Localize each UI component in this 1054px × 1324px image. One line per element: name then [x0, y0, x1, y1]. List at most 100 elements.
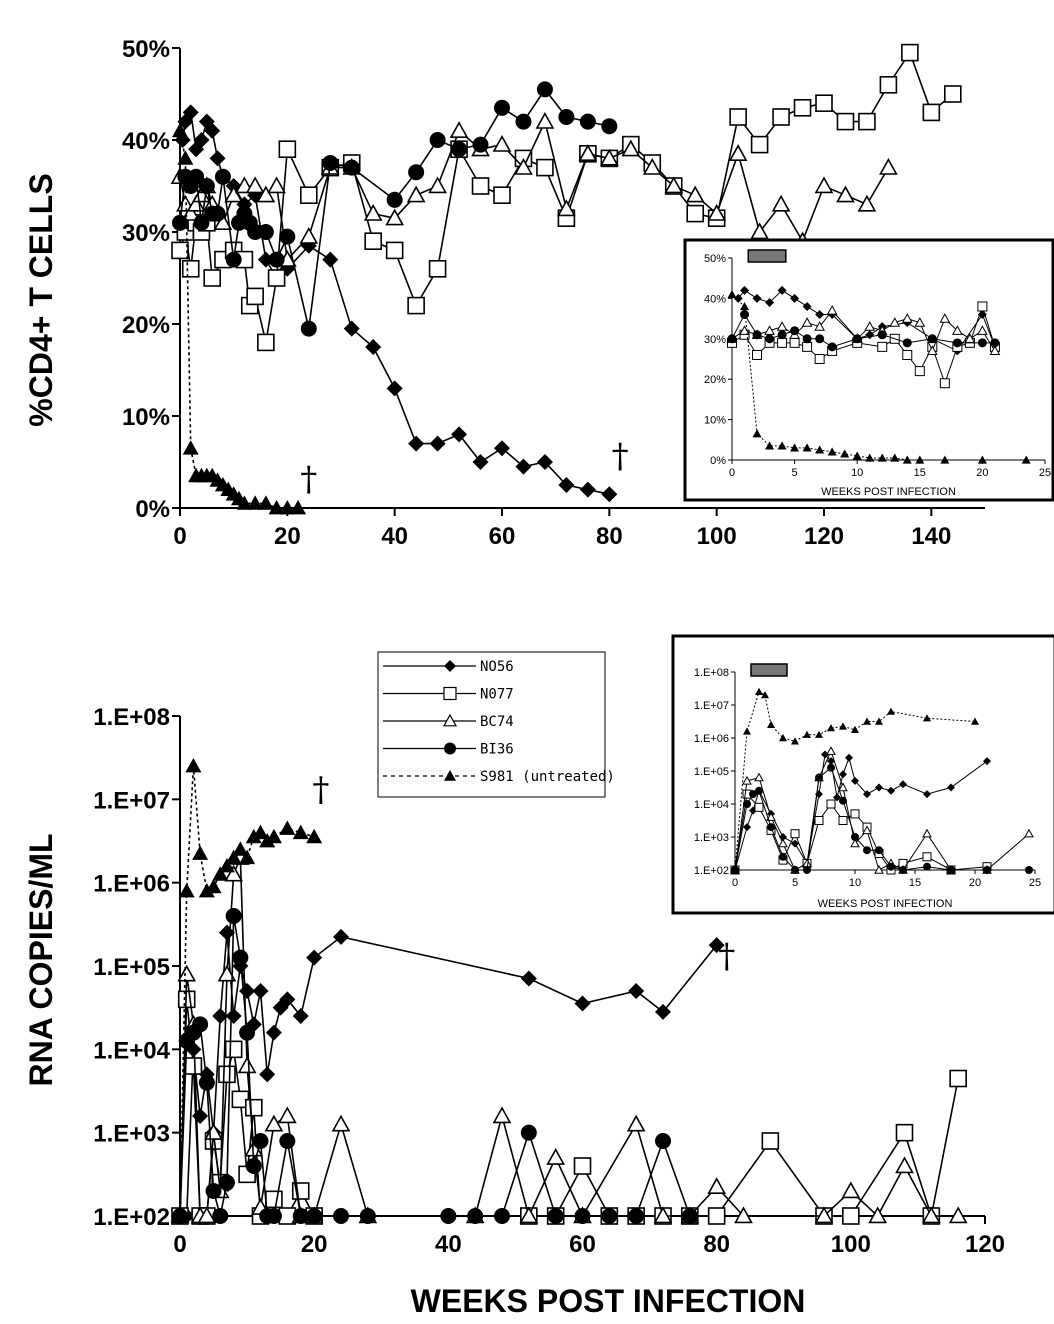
data-point-s981-untreated: [752, 429, 762, 438]
data-point-bc74: [299, 226, 319, 244]
data-point-s981-untreated: [777, 441, 787, 450]
y-tick-label: 10%: [122, 404, 170, 431]
data-point-bc74: [546, 1148, 566, 1165]
data-point-s981-untreated: [727, 289, 737, 298]
data-point-bc74: [952, 325, 963, 335]
data-point-s981-untreated: [185, 758, 202, 773]
data-point-bc74: [879, 157, 898, 175]
data-point-bc74: [734, 1206, 753, 1224]
y-tick-label: 1.E+03: [694, 832, 729, 844]
data-point-s981-untreated: [827, 724, 835, 732]
data-point-bi36: [408, 164, 425, 181]
data-point-no56: [947, 783, 955, 792]
data-point-bi36: [451, 141, 468, 158]
data-point-n077: [877, 341, 888, 352]
data-point-bi36: [279, 228, 296, 245]
data-point-bc74: [801, 317, 813, 327]
data-point-bc74: [245, 176, 265, 194]
data-point-no56: [655, 1003, 671, 1020]
data-point-s981-untreated: [252, 824, 269, 840]
data-point-bi36: [198, 178, 215, 194]
data-point-bi36: [743, 800, 751, 808]
data-point-bc74: [492, 1106, 512, 1124]
data-point-bi36: [306, 1208, 323, 1224]
legend-label-n077: N077: [480, 687, 514, 703]
x-tick-label: 40: [381, 523, 408, 550]
data-point-s981-untreated: [279, 500, 296, 515]
data-point-bi36: [467, 1208, 484, 1224]
data-point-bi36: [225, 251, 242, 268]
data-point-bi36: [558, 109, 575, 125]
data-point-s981-untreated: [236, 495, 253, 510]
y-tick-label: 1.E+02: [93, 1204, 170, 1231]
legend-marker-bi36: [444, 742, 456, 755]
data-point-no56: [212, 1008, 229, 1024]
data-point-s981-untreated: [940, 455, 950, 464]
data-point-bc74: [766, 812, 776, 821]
data-point-n077: [838, 816, 848, 825]
data-point-bi36: [977, 338, 987, 348]
data-point-bc74: [926, 345, 938, 356]
bottom-x-axis-label: WEEKS POST INFECTION: [411, 1283, 806, 1319]
data-point-bi36: [877, 330, 887, 340]
data-point-s981-untreated: [306, 828, 323, 844]
data-point-s981-untreated: [257, 495, 274, 510]
data-point-n077: [895, 1123, 914, 1142]
data-point-bi36: [752, 330, 762, 340]
data-point-bc74: [742, 775, 752, 785]
data-point-bi36: [749, 790, 757, 799]
data-point-s981-untreated: [890, 453, 900, 462]
data-point-s981-untreated: [863, 717, 871, 725]
data-point-s981-untreated: [902, 455, 912, 464]
data-point-no56: [252, 983, 269, 999]
data-point-n077: [407, 296, 425, 315]
data-point-s981-untreated: [245, 828, 262, 844]
data-point-s981-untreated: [172, 122, 188, 138]
y-tick-label: 1.E+07: [694, 700, 729, 712]
data-point-s981-untreated: [178, 883, 195, 898]
data-point-n077: [922, 852, 932, 862]
data-point-s981-untreated: [172, 1208, 188, 1223]
data-point-n077: [364, 232, 383, 250]
data-point-s981-untreated: [815, 730, 823, 738]
data-point-bi36: [902, 338, 912, 348]
data-point-bi36: [927, 334, 937, 344]
data-point-bc74: [213, 213, 233, 230]
data-point-bi36: [386, 191, 403, 208]
data-point-no56: [887, 786, 895, 795]
data-point-s981-untreated: [292, 824, 309, 840]
x-tick-label: 80: [596, 523, 623, 550]
y-tick-label: 1.E+05: [93, 954, 170, 981]
data-point-bi36: [887, 862, 895, 871]
data-point-bc74: [841, 1181, 861, 1199]
data-point-n077: [850, 809, 860, 819]
data-point-bc74: [889, 317, 901, 327]
data-point-s981-untreated: [740, 301, 750, 311]
data-point-bi36: [628, 1208, 645, 1224]
y-tick-label: 0%: [710, 455, 726, 467]
series-s981-untreated: [727, 289, 1031, 464]
treatment-bar: [750, 663, 788, 677]
data-point-bc74: [921, 1206, 941, 1224]
data-point-s981-untreated: [265, 828, 282, 844]
data-point-n077: [244, 1098, 263, 1117]
data-point-no56: [209, 150, 226, 167]
data-point-no56: [875, 783, 883, 792]
data-point-n077: [914, 366, 925, 377]
data-point-n077: [181, 259, 200, 278]
x-tick-label: 60: [569, 1231, 596, 1258]
legend-marker-bc74: [442, 713, 458, 727]
data-point-bi36: [815, 773, 823, 782]
x-tick-label: 100: [831, 1231, 871, 1258]
treatment-bar: [747, 249, 787, 263]
data-point-bc74: [939, 313, 951, 323]
data-point-n077: [536, 158, 554, 177]
x-tick-label: 15: [909, 877, 921, 889]
data-point-bc74: [406, 185, 426, 203]
data-point-bi36: [827, 342, 837, 352]
data-point-n077: [493, 186, 511, 204]
series-s981-untreated: [172, 758, 323, 1223]
data-point-no56: [218, 924, 235, 941]
data-point-s981-untreated: [839, 722, 847, 730]
data-point-bi36: [839, 796, 847, 805]
